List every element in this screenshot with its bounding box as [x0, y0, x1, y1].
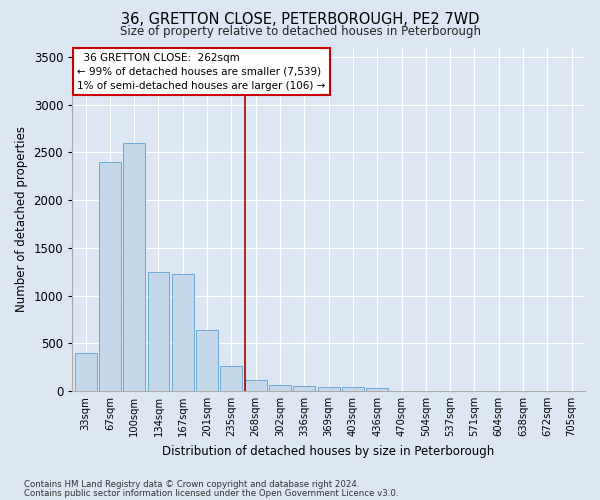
Text: Contains public sector information licensed under the Open Government Licence v3: Contains public sector information licen…: [24, 489, 398, 498]
Text: 36, GRETTON CLOSE, PETERBOROUGH, PE2 7WD: 36, GRETTON CLOSE, PETERBOROUGH, PE2 7WD: [121, 12, 479, 28]
Bar: [196, 330, 218, 391]
Bar: [123, 143, 145, 391]
Bar: [99, 162, 121, 391]
Bar: [148, 272, 169, 391]
Text: Size of property relative to detached houses in Peterborough: Size of property relative to detached ho…: [119, 25, 481, 38]
Bar: [74, 353, 97, 391]
Bar: [220, 366, 242, 391]
X-axis label: Distribution of detached houses by size in Peterborough: Distribution of detached houses by size …: [163, 444, 495, 458]
Text: Contains HM Land Registry data © Crown copyright and database right 2024.: Contains HM Land Registry data © Crown c…: [24, 480, 359, 489]
Bar: [172, 274, 194, 391]
Bar: [245, 380, 266, 391]
Bar: [366, 388, 388, 391]
Bar: [293, 386, 315, 391]
Bar: [269, 384, 291, 391]
Bar: [342, 388, 364, 391]
Text: 36 GRETTON CLOSE:  262sqm
← 99% of detached houses are smaller (7,539)
1% of sem: 36 GRETTON CLOSE: 262sqm ← 99% of detach…: [77, 52, 326, 90]
Bar: [317, 386, 340, 391]
Y-axis label: Number of detached properties: Number of detached properties: [15, 126, 28, 312]
